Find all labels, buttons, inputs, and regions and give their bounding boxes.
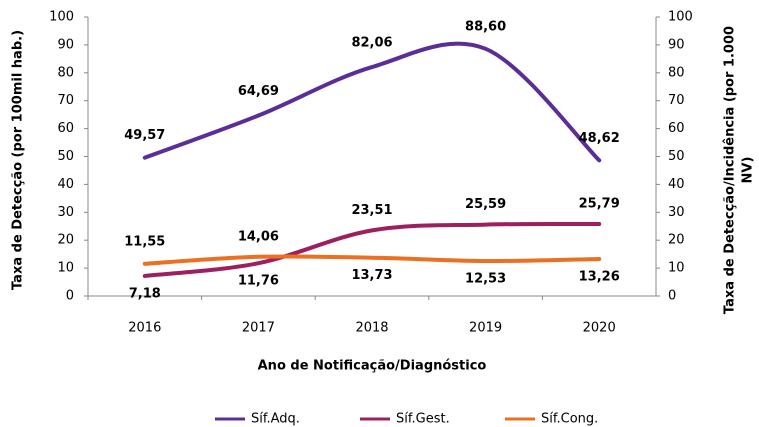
y-tick-label: 20 — [57, 233, 74, 248]
y2-axis-title: Taxa de Detecção/Incidência (por 1.000 — [723, 26, 738, 314]
y-tick-label: 80 — [57, 65, 74, 80]
data-label: 23,51 — [351, 203, 392, 218]
y2-tick-label: 100 — [668, 10, 693, 25]
y2-tick-label: 70 — [668, 93, 685, 108]
x-tick-label: 2018 — [355, 321, 388, 336]
legend-label: Síf.Cong. — [541, 412, 598, 427]
y2-tick-label: 60 — [668, 121, 685, 136]
x-tick-label: 2020 — [583, 321, 616, 336]
y2-tick-label: 90 — [668, 37, 685, 52]
data-label: 11,76 — [238, 274, 279, 289]
y-tick-label: 60 — [57, 121, 74, 136]
data-label: 25,59 — [465, 197, 506, 212]
y-tick-label: 70 — [57, 93, 74, 108]
series-line — [142, 41, 602, 163]
data-label: 14,06 — [238, 229, 279, 244]
y2-tick-label: 30 — [668, 205, 685, 220]
x-axis-title: Ano de Notificação/Diagnóstico — [258, 359, 487, 374]
y-tick-label: 40 — [57, 177, 74, 192]
y2-tick-label: 80 — [668, 65, 685, 80]
y2-tick-label: 20 — [668, 233, 685, 248]
data-label: 88,60 — [465, 19, 506, 34]
y2-tick-label: 0 — [668, 289, 676, 304]
y-tick-label: 30 — [57, 205, 74, 220]
series-line — [142, 221, 602, 278]
y-axis-title: Taxa de Detecção (por 100mil hab.) — [11, 30, 26, 290]
data-label: 12,53 — [465, 272, 506, 287]
data-label: 49,57 — [124, 128, 165, 143]
y2-tick-label: 10 — [668, 261, 685, 276]
y-tick-label: 10 — [57, 261, 74, 276]
x-tick-label: 2019 — [469, 321, 502, 336]
data-label: 82,06 — [351, 36, 392, 51]
data-label: 7,18 — [129, 286, 161, 301]
y2-tick-label: 50 — [668, 149, 685, 164]
y2-axis-title: NV) — [741, 157, 756, 184]
x-tick-label: 2017 — [242, 321, 275, 336]
x-tick-label: 2016 — [128, 321, 161, 336]
data-label: 13,73 — [351, 268, 392, 283]
y2-tick-label: 40 — [668, 177, 685, 192]
y-tick-label: 90 — [57, 37, 74, 52]
data-label: 25,79 — [579, 197, 620, 212]
y-tick-label: 0 — [66, 289, 74, 304]
data-label: 13,26 — [579, 270, 620, 285]
y-tick-label: 50 — [57, 149, 74, 164]
series-line — [142, 254, 602, 266]
data-label: 64,69 — [238, 84, 279, 99]
data-label: 11,55 — [124, 234, 165, 249]
legend-label: Síf.Gest. — [396, 412, 450, 427]
y-tick-label: 100 — [49, 10, 74, 25]
legend-label: Síf.Adq. — [251, 412, 300, 427]
data-label: 48,62 — [579, 131, 620, 146]
